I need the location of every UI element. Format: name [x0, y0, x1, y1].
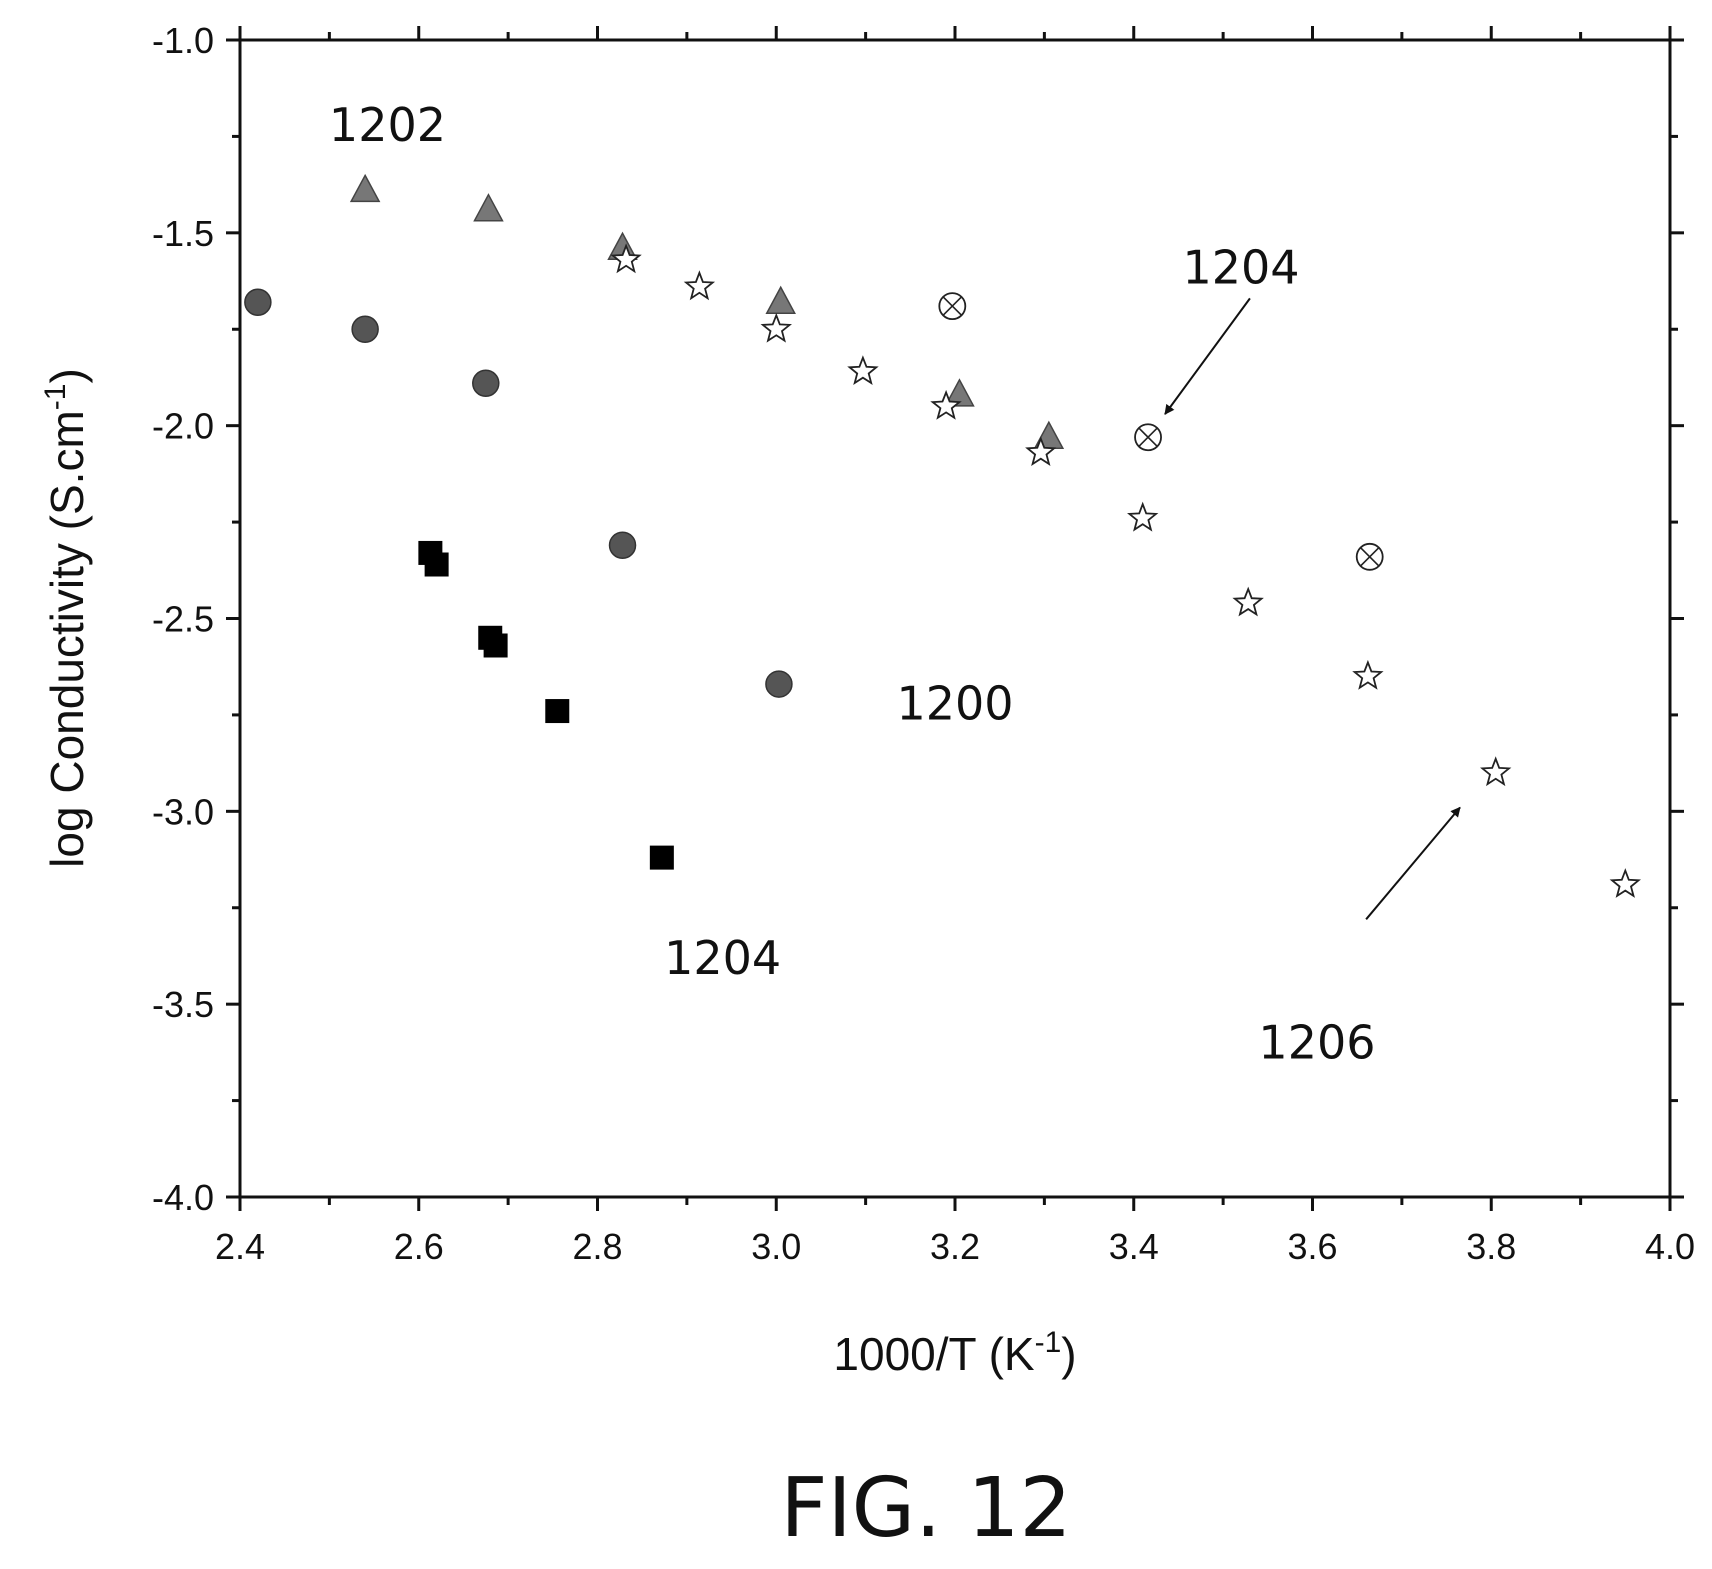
x-tick-label: 4.0: [1645, 1226, 1695, 1267]
circle-point: [244, 288, 272, 317]
arrows: [1164, 297, 1461, 920]
x-tick-label: 3.6: [1287, 1226, 1337, 1267]
star-point: [930, 389, 962, 420]
annotations: 1202 1204 1200 1204 1206: [329, 98, 1376, 1070]
star-point: [610, 243, 642, 274]
x-tick-label: 3.0: [751, 1226, 801, 1267]
star-point: [1127, 501, 1159, 532]
x-tick-label: 2.8: [572, 1226, 622, 1267]
y-axis-title-end: ): [41, 368, 93, 383]
y-tick-label: -1.0: [152, 20, 214, 61]
triangle-point: [765, 285, 796, 315]
x-axis-title-sup: -1: [1035, 1326, 1062, 1359]
star-point: [1480, 756, 1512, 787]
y-tick-label: -4.0: [152, 1177, 214, 1218]
annotation-arrow: [1164, 297, 1251, 415]
x-tick-label: 3.2: [930, 1226, 980, 1267]
star-point: [683, 270, 716, 301]
square-point: [649, 845, 674, 870]
x-axis-title: 1000/T (K-1): [833, 1326, 1076, 1380]
x-tick-label: 2.6: [394, 1226, 444, 1267]
axis-ticks: [226, 26, 1684, 1211]
star-point: [847, 355, 879, 386]
y-tick-label: -3.5: [152, 984, 214, 1025]
triangle-point: [944, 378, 975, 407]
circle-x-point: [1134, 423, 1162, 452]
circle-x-point: [1355, 542, 1384, 571]
square-point: [545, 699, 570, 724]
annotation-label: 1200: [896, 676, 1013, 730]
annotation-label: 1204: [664, 931, 781, 985]
star-point: [760, 312, 792, 343]
annotation-label: 1206: [1258, 1016, 1375, 1070]
x-tick-label: 2.4: [215, 1226, 265, 1267]
data-points: [244, 173, 1641, 898]
plot-frame: [238, 38, 1672, 1199]
annotation-label: 1202: [329, 98, 446, 152]
triangle-point: [473, 193, 504, 222]
star-point: [1232, 586, 1264, 617]
square-point: [483, 633, 508, 658]
tick-labels: 2.4 2.6 2.8 3.0 3.2 3.4 3.6 3.8 4.0 -1.0 -1.5 -2.0 -…: [152, 20, 1695, 1267]
square-point: [424, 552, 449, 577]
circle-point: [608, 531, 637, 559]
x-axis-title-end: ): [1061, 1328, 1076, 1380]
y-tick-label: -3.0: [152, 791, 214, 832]
figure-caption: FIG. 12: [780, 1461, 1071, 1556]
y-tick-label: -1.5: [152, 213, 214, 254]
star-point: [1609, 868, 1641, 898]
star-point: [1352, 659, 1384, 690]
circle-point: [351, 315, 379, 343]
y-axis-title-sup: -1: [39, 384, 72, 411]
x-tick-label: 3.4: [1109, 1226, 1159, 1267]
star-point: [1025, 436, 1057, 467]
circle-point: [472, 369, 500, 397]
annotation-arrow: [1365, 806, 1461, 920]
annotation-label: 1204: [1182, 241, 1299, 295]
circle-point: [765, 670, 793, 698]
y-tick-label: -2.0: [152, 406, 214, 447]
y-tick-label: -2.5: [152, 599, 214, 640]
triangle-point: [349, 173, 381, 203]
circle-x-point: [938, 292, 967, 321]
x-tick-label: 3.8: [1466, 1226, 1516, 1267]
y-axis-title: log Conductivity (S.cm-1): [39, 368, 93, 868]
